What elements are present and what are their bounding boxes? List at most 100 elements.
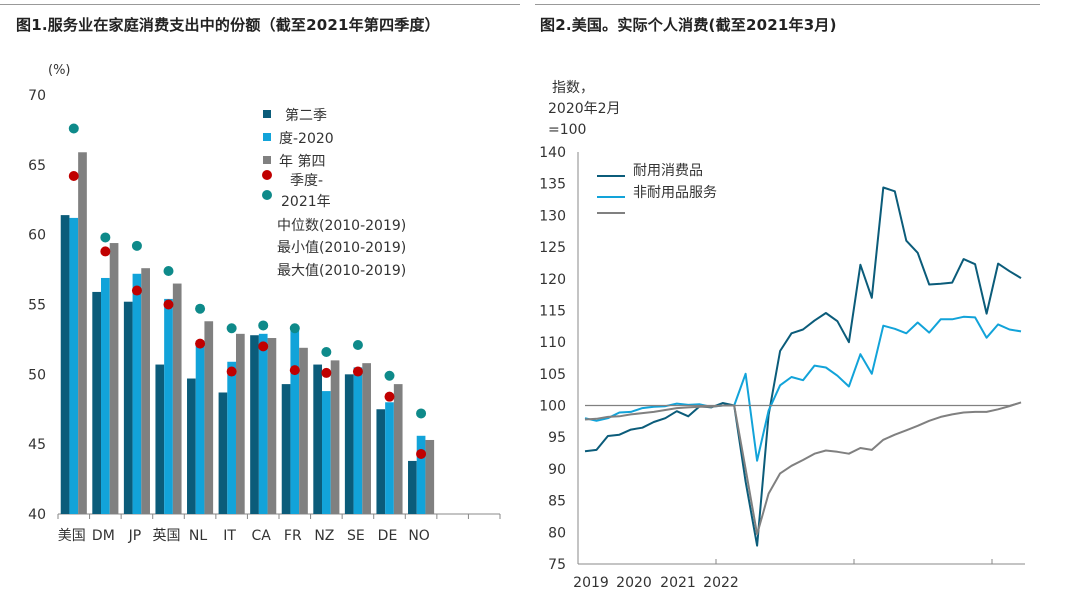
bar xyxy=(164,298,173,514)
x-tick-label: 2021 xyxy=(660,575,696,590)
marker-dot xyxy=(384,391,395,402)
marker-dot xyxy=(384,370,395,381)
y-tick-label: 95 xyxy=(548,430,566,446)
x-tick-label: NO xyxy=(408,528,430,544)
x-tick-label: 2022 xyxy=(703,575,739,590)
marker-dot xyxy=(416,448,427,459)
bar xyxy=(155,364,165,514)
x-tick-label: 2020 xyxy=(616,575,652,590)
y-tick-label: 120 xyxy=(539,272,566,288)
legend-swatch xyxy=(262,170,272,180)
bar xyxy=(385,402,394,514)
marker-dot xyxy=(321,346,332,357)
y-tick-label: 85 xyxy=(548,494,566,510)
bar xyxy=(258,333,268,514)
legend-label: 最大值(2010-2019) xyxy=(277,263,406,279)
marker-dot xyxy=(68,123,79,134)
x-tick-label: SE xyxy=(347,528,365,544)
right-chart-title: 图2.美国。实际个人消费(截至2021年3月) xyxy=(540,16,837,34)
bar xyxy=(299,347,308,514)
marker-dot xyxy=(289,323,300,334)
x-tick-label: 美国 xyxy=(58,528,86,544)
bar xyxy=(78,152,87,514)
bar xyxy=(362,363,371,514)
bar xyxy=(330,360,340,514)
nondurables-services-line xyxy=(584,315,1022,462)
x-tick-label: CA xyxy=(252,528,272,544)
marker-dot xyxy=(195,338,206,349)
y-tick-label: 90 xyxy=(548,462,566,478)
bar xyxy=(123,301,133,514)
legend-swatch xyxy=(262,190,272,200)
y-tick-label: 130 xyxy=(539,208,566,224)
marker-dot xyxy=(226,323,237,334)
y-axis-unit: (%) xyxy=(48,63,71,78)
marker-dot xyxy=(416,408,427,419)
y-axis-label-line: =100 xyxy=(548,122,586,138)
legend-label: 年 第四 xyxy=(279,153,325,170)
bar xyxy=(235,333,245,514)
services-share-bar-chart: (%) 40 45 50 55 60 65 70 美国 DM JP 英国 NL IT CA FR NZ SE DE N… xyxy=(28,63,501,544)
legend-label: 第二季 xyxy=(285,107,327,124)
bar xyxy=(376,409,386,514)
durables-line xyxy=(584,186,1022,547)
y-tick-label: 60 xyxy=(28,228,46,244)
bar xyxy=(313,364,323,514)
bar xyxy=(290,329,300,514)
bar xyxy=(267,338,277,514)
legend-swatch xyxy=(263,156,271,164)
marker-dot xyxy=(226,366,237,377)
marker-dot xyxy=(195,303,206,314)
bar xyxy=(101,277,110,514)
bar xyxy=(408,460,417,514)
bar xyxy=(132,273,142,514)
bar xyxy=(60,215,70,514)
x-tick-label: FR xyxy=(284,528,302,544)
marker-dot xyxy=(258,320,269,331)
bar xyxy=(195,340,205,514)
y-tick-label: 70 xyxy=(28,88,46,104)
x-tick-label: JP xyxy=(128,528,142,544)
y-tick-label: 65 xyxy=(28,158,46,174)
x-tick-label: IT xyxy=(223,528,236,544)
marker-dot xyxy=(163,299,174,310)
legend-swatch xyxy=(263,133,271,141)
marker-dot xyxy=(131,240,142,251)
y-tick-label: 45 xyxy=(28,437,46,453)
y-tick-label: 50 xyxy=(28,367,46,383)
marker-dot xyxy=(68,171,79,182)
bar xyxy=(416,435,426,514)
bar xyxy=(172,283,182,514)
y-tick-label: 75 xyxy=(548,557,566,573)
y-tick-label: 105 xyxy=(539,367,566,383)
x-tick-label: NZ xyxy=(314,528,334,544)
bar xyxy=(69,217,79,514)
bar xyxy=(141,268,150,514)
legend-label: 季度- xyxy=(290,173,323,189)
bar xyxy=(109,243,119,514)
bar xyxy=(344,374,354,514)
legend-label: 非耐用品服务 xyxy=(633,185,717,201)
bar xyxy=(227,361,236,514)
bar xyxy=(218,392,228,514)
marker-dot xyxy=(352,340,363,351)
marker-dot xyxy=(100,232,111,243)
y-tick-label: 100 xyxy=(539,399,566,415)
marker-dot xyxy=(163,265,174,276)
bar xyxy=(187,378,196,514)
x-tick-label: 2019 xyxy=(573,575,609,590)
y-tick-label: 110 xyxy=(539,335,566,351)
bar xyxy=(425,439,435,514)
legend-label: 中位数(2010-2019) xyxy=(277,218,406,234)
x-tick-label: NL xyxy=(189,528,207,544)
bar xyxy=(393,384,403,514)
bar xyxy=(353,367,363,514)
y-tick-label: 55 xyxy=(28,298,46,314)
marker-dot xyxy=(352,366,363,377)
legend-label: 最小值(2010-2019) xyxy=(277,240,406,256)
x-tick-label: DE xyxy=(378,528,398,544)
legend-label: 度-2020 xyxy=(279,131,334,147)
bar xyxy=(322,391,331,514)
bar xyxy=(281,384,291,514)
